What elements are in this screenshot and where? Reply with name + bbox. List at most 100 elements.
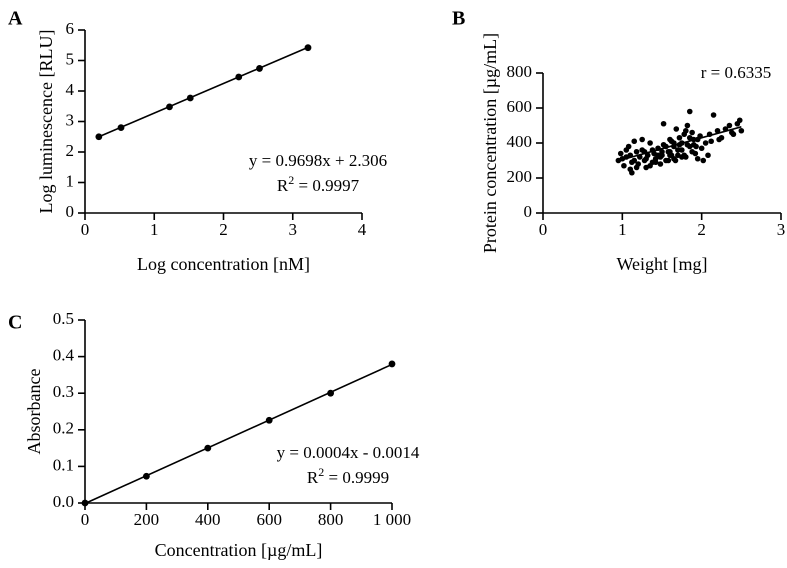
chart-b-point (722, 126, 729, 132)
chart-c-point (81, 499, 89, 507)
chart-c-y-tick-label: 0.3 (53, 382, 74, 401)
chart-b-x-tick-label: 3 (777, 220, 786, 239)
chart-b-point (694, 155, 701, 162)
chart-b-point (675, 147, 681, 153)
chart-b-y-tick-label: 400 (507, 132, 533, 151)
chart-b-point (694, 136, 701, 143)
chart-c-x-tick-label: 600 (256, 510, 282, 529)
chart-a-x-tick-label: 3 (289, 220, 298, 239)
chart-c-r-squared-prefix: R (307, 468, 319, 487)
chart-b-point (710, 112, 717, 118)
chart-b-correlation: r = 0.6335 (701, 63, 772, 82)
chart-b-point (621, 162, 627, 169)
chart-c-point (327, 389, 334, 397)
chart-c-y-tick-label: 0.4 (53, 346, 75, 365)
chart-c-point (204, 444, 212, 452)
chart-c-x-tick-label: 800 (318, 510, 344, 529)
chart-a-point (186, 94, 194, 102)
chart-b-point (671, 140, 677, 146)
chart-a-fit-line (98, 46, 309, 138)
chart-b-point (660, 120, 667, 127)
chart-b-point (686, 108, 693, 115)
chart-a-point (95, 133, 103, 141)
chart-c-panel-label: C (8, 312, 22, 334)
chart-b-point (647, 140, 653, 146)
chart-b-point (705, 152, 711, 159)
chart-b-point (681, 131, 688, 138)
chart-b-y-axis-label: Protein concentration [µg/mL] (480, 33, 500, 253)
chart-a: A 0 1 2 3 4 0 1 2 3 4 5 6 Log concentration [nM] Log l… (8, 8, 387, 274)
chart-a-r-squared-prefix: R (277, 176, 289, 195)
chart-c-y-axis-label: Absorbance (24, 369, 44, 455)
chart-b-point (655, 145, 661, 152)
chart-a-point (117, 124, 125, 131)
chart-a-r-squared: R2 = 0.9997 (277, 173, 360, 195)
chart-b-point (636, 154, 643, 160)
chart-c-x-tick-label: 400 (195, 510, 221, 529)
chart-b: B 0 1 2 3 0 200 400 600 800 Weight [mg] Protein con… (452, 8, 785, 274)
chart-c-equation: y = 0.0004x - 0.0014 (277, 443, 420, 462)
chart-b-point (716, 136, 722, 143)
chart-b-point (639, 136, 645, 143)
chart-b-point (629, 159, 635, 166)
chart-b-point (706, 131, 713, 138)
chart-b-point (686, 134, 693, 141)
chart-b-y-tick-label: 0 (524, 202, 533, 221)
chart-a-point (256, 65, 263, 72)
chart-b-x-axis-label: Weight [mg] (616, 254, 707, 274)
chart-b-point (736, 117, 743, 124)
chart-a-x-tick-label: 0 (81, 220, 90, 239)
chart-c-x-tick-label: 200 (134, 510, 160, 529)
chart-a-y-tick-label: 4 (66, 80, 75, 99)
chart-b-point (683, 154, 689, 160)
chart-b-point (633, 164, 640, 171)
chart-c-x-tick-label: 0 (81, 510, 90, 529)
chart-b-point (714, 127, 721, 134)
chart-b-point (692, 150, 699, 157)
chart-b-point (708, 138, 714, 145)
chart-a-equation: y = 0.9698x + 2.306 (249, 151, 387, 170)
chart-b-x-tick-label: 1 (618, 220, 627, 239)
chart-b-point (629, 169, 635, 176)
chart-b-point (649, 147, 656, 153)
chart-c-x-tick-label: 1 000 (373, 510, 411, 529)
chart-b-point (663, 143, 669, 150)
chart-b-point (617, 150, 624, 157)
chart-b-point (665, 157, 672, 164)
chart-a-panel-label: A (8, 8, 23, 30)
chart-b-point (657, 161, 664, 167)
chart-b-point (652, 159, 659, 166)
chart-c-y-tick-label: 0.5 (53, 309, 74, 328)
chart-c-point (388, 360, 396, 368)
chart-b-y-tick-label: 600 (507, 97, 533, 116)
chart-b-panel-label: B (452, 8, 465, 30)
chart-b-point (698, 145, 705, 152)
chart-b-point (641, 148, 648, 155)
chart-b-point (659, 148, 665, 155)
chart-b-point (647, 162, 653, 169)
chart-a-y-tick-label: 3 (66, 110, 75, 129)
chart-b-point (667, 152, 673, 159)
chart-a-point (235, 73, 243, 81)
chart-b-x-tick-label: 2 (697, 220, 706, 239)
chart-b-point (679, 147, 685, 153)
chart-b-point (619, 155, 626, 162)
chart-a-y-tick-label: 6 (66, 19, 75, 38)
chart-b-point (684, 122, 691, 129)
chart-a-y-axis-label: Log luminescence [RLU] (36, 30, 56, 214)
chart-b-y-tick-label: 800 (507, 62, 533, 81)
chart-b-point (679, 154, 685, 160)
chart-b-point (700, 157, 707, 164)
chart-c-y-tick-label: 0.1 (53, 455, 74, 474)
chart-a-y-tick-label: 5 (66, 49, 75, 68)
chart-c-r-squared-value: = 0.9999 (324, 468, 389, 487)
chart-b-point (676, 141, 683, 148)
chart-b-point (686, 143, 693, 150)
chart-a-point (166, 103, 173, 111)
chart-c-y-tick-label: 0.2 (53, 419, 74, 438)
chart-c-x-axis-label: Concentration [µg/mL] (155, 540, 323, 560)
chart-b-point (726, 122, 733, 129)
chart-b-x-tick-label: 0 (539, 220, 548, 239)
chart-a-y-tick-label: 0 (66, 202, 75, 221)
chart-c-point (143, 472, 150, 480)
